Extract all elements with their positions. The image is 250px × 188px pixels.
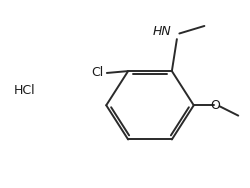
Text: HCl: HCl <box>14 84 36 97</box>
Text: Cl: Cl <box>91 67 103 80</box>
Text: O: O <box>210 99 220 112</box>
Text: HN: HN <box>153 25 172 38</box>
